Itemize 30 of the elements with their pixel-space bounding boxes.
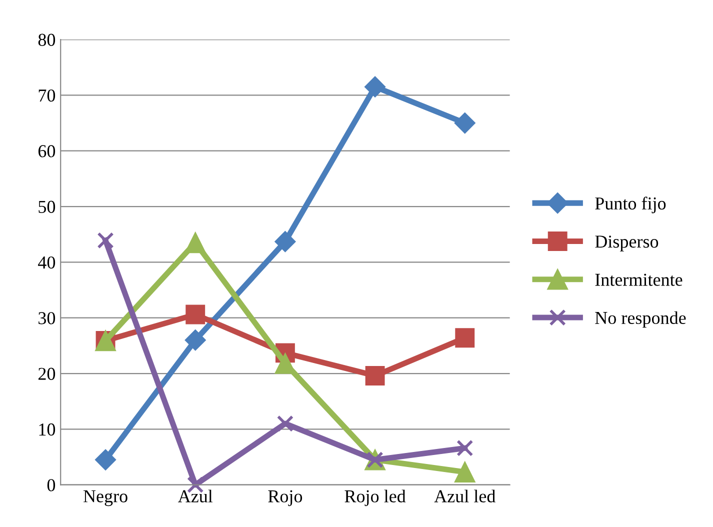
y-tick-label: 40 <box>38 256 56 269</box>
legend-label: Disperso <box>595 236 658 252</box>
y-tick-label: 70 <box>38 89 56 102</box>
point <box>95 449 116 470</box>
x-tick-label: Azul <box>178 490 213 502</box>
y-tick-label: 30 <box>38 312 56 324</box>
x-tick-label: Azul led <box>434 490 496 502</box>
y-tick-label: 80 <box>38 34 56 46</box>
point <box>274 231 296 252</box>
point <box>364 76 386 98</box>
y-tick-label: 60 <box>38 145 56 158</box>
point <box>184 330 206 351</box>
x-tick-label: Negro <box>83 490 128 506</box>
legend-label: Punto fijo <box>595 196 666 214</box>
point <box>365 366 385 386</box>
point <box>454 462 476 482</box>
point <box>186 304 206 324</box>
y-tick-label: 0 <box>47 479 56 492</box>
x-tick-label: Rojo led <box>344 490 406 506</box>
point <box>454 112 476 134</box>
y-tick-label: 50 <box>38 200 56 213</box>
point <box>456 440 474 456</box>
legend-label: No responde <box>595 311 686 328</box>
point <box>455 328 475 348</box>
y-tick-label: 20 <box>38 368 56 380</box>
y-tick-label: 10 <box>39 423 56 436</box>
point <box>97 232 114 249</box>
legend-label: Intermitente <box>595 274 682 286</box>
point <box>276 415 294 432</box>
x-tick-label: Rojo <box>268 490 302 506</box>
